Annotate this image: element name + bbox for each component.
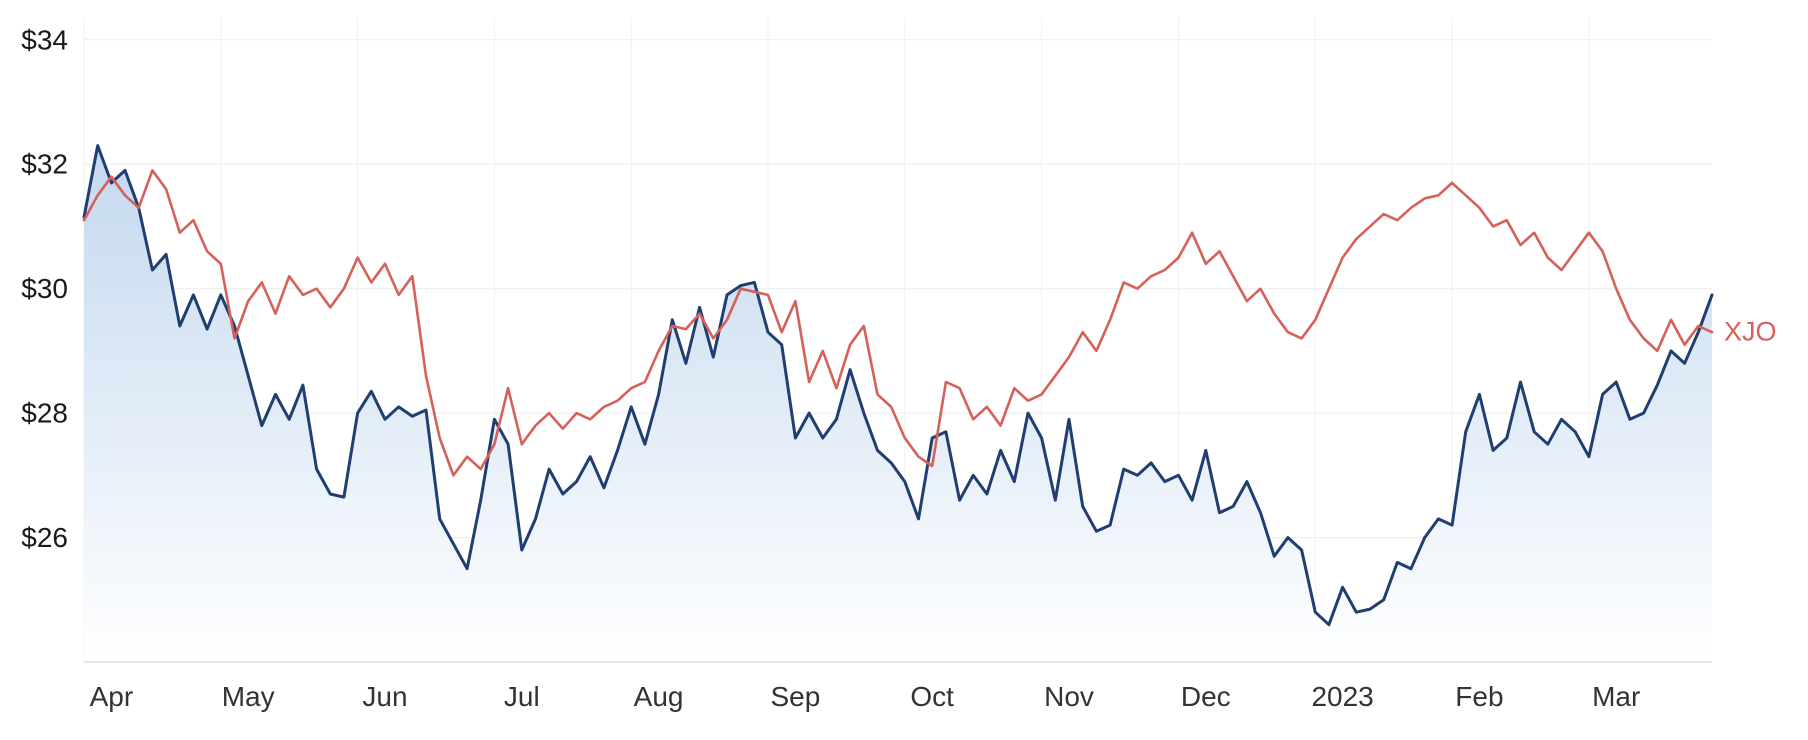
series-label-xjo: XJO bbox=[1724, 316, 1777, 347]
x-axis-label: Jul bbox=[504, 681, 540, 712]
y-axis-label: $34 bbox=[21, 24, 68, 55]
price-area-fill bbox=[84, 145, 1712, 663]
x-axis-label: Feb bbox=[1455, 681, 1503, 712]
y-axis-label: $32 bbox=[21, 149, 68, 180]
x-axis-label: Nov bbox=[1044, 681, 1094, 712]
xjo-line[interactable] bbox=[82, 169, 1714, 477]
y-axis-label: $26 bbox=[21, 522, 68, 553]
x-axis-label: Sep bbox=[770, 681, 820, 712]
x-axis-label: Aug bbox=[634, 681, 684, 712]
x-axis-label: Oct bbox=[910, 681, 954, 712]
x-axis-label: Jun bbox=[362, 681, 407, 712]
x-axis-label: 2023 bbox=[1311, 681, 1373, 712]
price-line[interactable] bbox=[82, 144, 1714, 627]
x-axis-label: Apr bbox=[90, 681, 134, 712]
y-axis-label: $28 bbox=[21, 398, 68, 429]
x-axis-label: Mar bbox=[1592, 681, 1640, 712]
x-axis-label: May bbox=[222, 681, 275, 712]
x-axis-label: Dec bbox=[1181, 681, 1231, 712]
y-axis-label: $30 bbox=[21, 273, 68, 304]
